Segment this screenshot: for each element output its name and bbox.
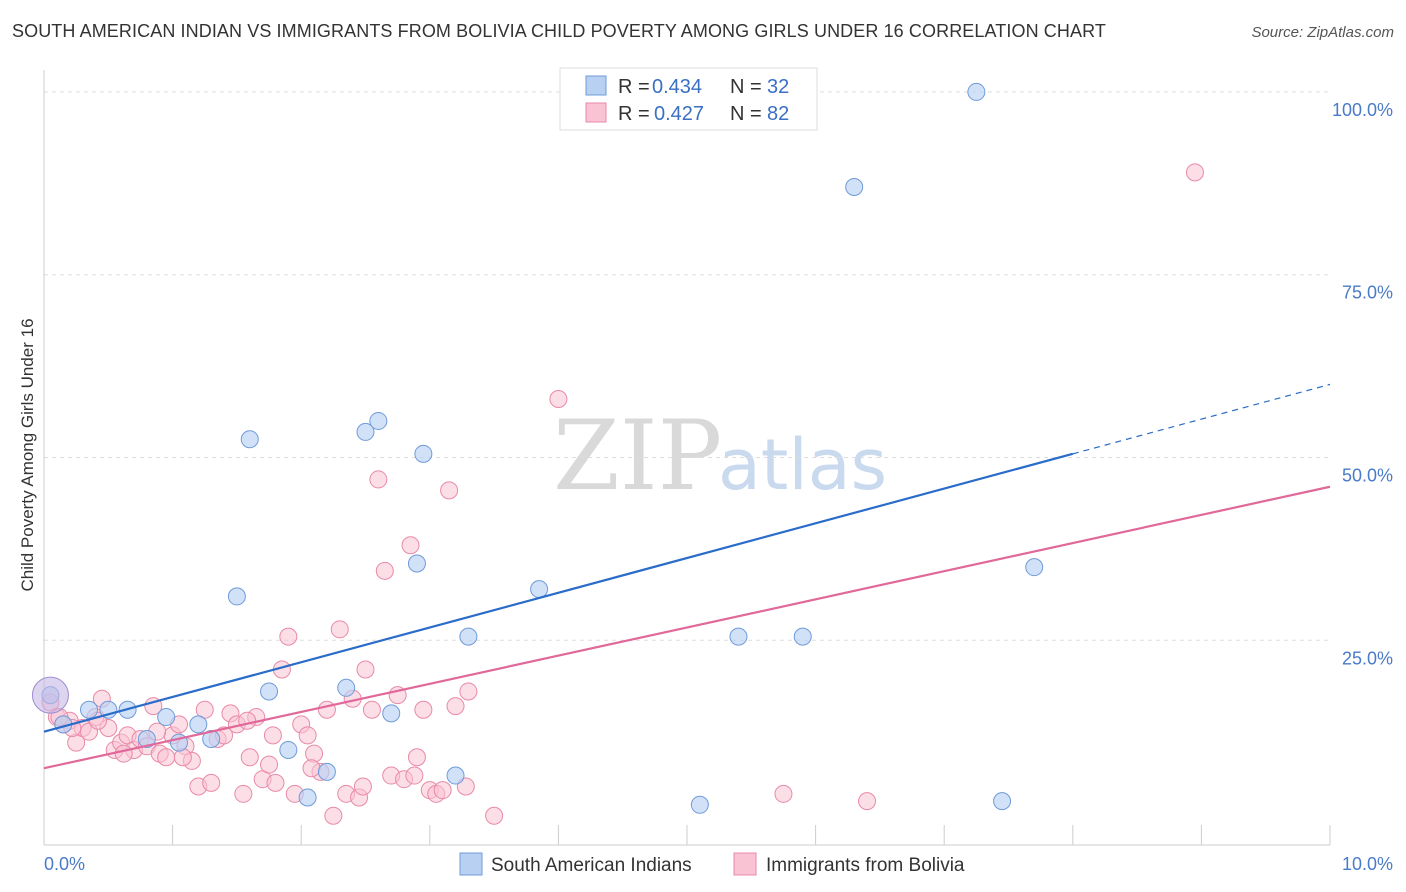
y-tick-label-25: 25.0% <box>1342 648 1393 668</box>
blue-point-29 <box>967 82 986 101</box>
y-tick-labels: 25.0% 50.0% 75.0% 100.0% <box>1332 100 1393 668</box>
trend-line-extension-south-american-indians <box>1072 383 1331 455</box>
pink-point-35 <box>266 773 285 792</box>
blue-point-10 <box>227 587 246 606</box>
pink-point-69 <box>1185 163 1204 182</box>
pink-point-80 <box>456 777 475 796</box>
series-legend: South American Indians Immigrants from B… <box>459 852 965 876</box>
pink-point-65 <box>485 806 504 825</box>
pink-point-63 <box>446 697 465 716</box>
legend-n-value-pink: 82 <box>767 103 789 125</box>
blue-point-11 <box>240 430 259 449</box>
pink-point-64 <box>459 682 478 701</box>
pink-point-75 <box>238 711 257 730</box>
blue-point-20 <box>407 554 426 573</box>
trend-line-immigrants-from-bolivia <box>43 485 1331 770</box>
bottom-legend-swatch-pink <box>733 852 757 876</box>
pink-point-37 <box>279 627 298 646</box>
y-tick-label-50: 50.0% <box>1342 466 1393 486</box>
blue-point-23 <box>459 627 478 646</box>
trend-line-south-american-indians <box>43 452 1074 733</box>
blue-point-30 <box>993 792 1012 811</box>
blue-point-28 <box>845 177 864 196</box>
series-south-american-indians <box>41 82 1044 814</box>
blue-point-14 <box>298 788 317 807</box>
pink-point-62 <box>440 481 459 500</box>
blue-point-22 <box>446 766 465 785</box>
correlation-legend: R = 0.434 N = 32 R = 0.427 N = 82 <box>559 67 818 131</box>
pink-point-30 <box>234 784 253 803</box>
pink-point-77 <box>302 759 321 778</box>
source-credit: Source: ZipAtlas.com <box>1251 24 1394 41</box>
pink-point-56 <box>401 536 420 555</box>
watermark: ZIP atlas <box>553 400 887 512</box>
blue-point-2 <box>80 700 99 719</box>
blue-point-5 <box>137 729 156 748</box>
legend-r-label-blue: R = <box>618 76 650 98</box>
pink-point-34 <box>260 755 279 774</box>
blue-point-26 <box>729 627 748 646</box>
pink-point-66 <box>549 390 568 409</box>
pink-point-57 <box>407 748 426 767</box>
blue-point-9 <box>202 729 221 748</box>
legend-swatch-pink <box>585 102 607 123</box>
x-axis-ticks <box>172 825 1331 845</box>
pink-point-40 <box>298 726 317 745</box>
legend-n-value-blue: 32 <box>767 76 789 98</box>
blue-point-6 <box>157 708 176 727</box>
legend-r-value-pink: 0.427 <box>654 103 704 125</box>
blue-point-24 <box>530 580 549 599</box>
legend-n-label-blue: N = <box>730 76 762 98</box>
legend-n-label-pink: N = <box>730 103 762 125</box>
blue-point-18 <box>369 411 388 430</box>
pink-point-79 <box>405 766 424 785</box>
y-axis-label: Child Poverty Among Girls Under 16 <box>18 318 37 591</box>
blue-point-17 <box>356 422 375 441</box>
bottom-legend-label-blue: South American Indians <box>491 855 692 876</box>
pink-point-61 <box>433 781 452 800</box>
pink-point-25 <box>202 773 221 792</box>
blue-point-13 <box>279 740 298 759</box>
highlight-point <box>31 676 69 714</box>
legend-r-label-pink: R = <box>618 103 650 125</box>
legend-r-value-blue: 0.434 <box>652 76 702 98</box>
watermark-atlas: atlas <box>718 424 887 506</box>
bottom-legend-label-pink: Immigrants from Bolivia <box>766 855 965 876</box>
blue-point-19 <box>382 704 401 723</box>
blue-point-25 <box>690 795 709 814</box>
pink-point-76 <box>263 726 282 745</box>
blue-point-31 <box>1025 558 1044 577</box>
legend-swatch-blue <box>585 75 607 96</box>
pink-point-78 <box>353 777 372 796</box>
pink-point-73 <box>114 744 133 763</box>
blue-point-21 <box>414 444 433 463</box>
blue-point-8 <box>189 715 208 734</box>
pink-point-18 <box>157 748 176 767</box>
pink-point-58 <box>414 700 433 719</box>
bottom-legend-swatch-blue <box>459 852 483 876</box>
pink-point-43 <box>317 700 336 719</box>
pink-point-41 <box>305 744 324 763</box>
x-tick-label-max: 10.0% <box>1342 854 1393 874</box>
pink-point-45 <box>330 620 349 639</box>
pink-point-50 <box>362 700 381 719</box>
pink-point-52 <box>375 561 394 580</box>
y-tick-label-75: 75.0% <box>1342 283 1393 303</box>
pink-point-68 <box>858 792 877 811</box>
watermark-zip: ZIP <box>553 400 722 512</box>
pink-point-31 <box>240 748 259 767</box>
pink-point-49 <box>356 660 375 679</box>
y-tick-label-100: 100.0% <box>1332 100 1393 120</box>
x-tick-label-min: 0.0% <box>44 854 85 874</box>
blue-point-12 <box>260 682 279 701</box>
blue-point-27 <box>793 627 812 646</box>
blue-point-16 <box>337 678 356 697</box>
pink-point-44 <box>324 806 343 825</box>
chart-title: SOUTH AMERICAN INDIAN VS IMMIGRANTS FROM… <box>12 21 1106 41</box>
blue-point-15 <box>317 762 336 781</box>
pink-point-67 <box>774 784 793 803</box>
pink-point-51 <box>369 470 388 489</box>
